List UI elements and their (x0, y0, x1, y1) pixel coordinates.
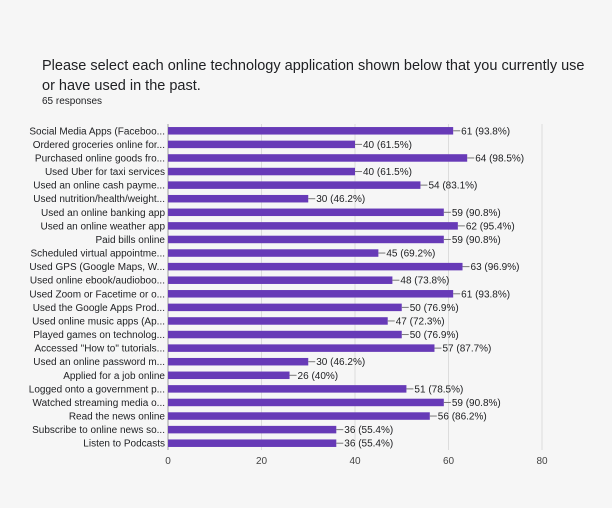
category-label: Watched streaming media o... (33, 398, 165, 409)
category-label: Played games on technolog... (33, 330, 165, 341)
bar (168, 317, 388, 325)
x-tick-label: 20 (256, 456, 268, 467)
category-label: Used Zoom or Facetime or o... (29, 289, 165, 300)
category-label: Used Uber for taxi services (45, 167, 165, 178)
category-label: Logged onto a government p... (29, 384, 165, 395)
data-label: 30 (46.2%) (316, 357, 365, 368)
bar (168, 208, 444, 217)
category-label: Scheduled virtual appointme... (30, 249, 165, 260)
data-label: 50 (76.9%) (410, 330, 459, 341)
data-label: 40 (61.5%) (363, 167, 412, 178)
category-label: Listen to Podcasts (83, 439, 165, 450)
x-tick-label: 60 (443, 456, 455, 467)
bar (168, 262, 463, 271)
bar (168, 371, 290, 380)
x-tick-label: 40 (349, 456, 361, 467)
data-label: 57 (87.7%) (442, 344, 491, 355)
data-label: 59 (90.8%) (452, 398, 501, 409)
category-label: Social Media Apps (Faceboo... (29, 126, 165, 137)
category-label: Read the news online (69, 412, 166, 423)
data-label: 62 (95.4%) (466, 221, 515, 232)
bar (168, 181, 421, 189)
category-label: Used nutrition/health/weight... (33, 194, 165, 205)
bar (168, 154, 468, 162)
bar (168, 127, 454, 135)
category-label: Used an online password m... (33, 357, 165, 368)
data-label: 56 (86.2%) (438, 412, 487, 423)
data-label: 51 (78.5%) (414, 384, 463, 395)
data-label: 59 (90.8%) (452, 235, 501, 246)
data-label: 36 (55.4%) (344, 439, 393, 450)
bar (168, 276, 393, 284)
data-label: 30 (46.2%) (316, 194, 365, 205)
bar (168, 303, 402, 312)
data-label: 64 (98.5%) (475, 153, 524, 164)
bar (168, 385, 407, 393)
bar (168, 357, 309, 366)
category-label: Applied for a job online (63, 371, 165, 382)
category-label: Ordered groceries online for... (33, 140, 165, 151)
category-label: Used an online weather app (40, 221, 165, 232)
data-label: 61 (93.8%) (461, 289, 510, 300)
category-label: Purchased online goods fro... (35, 153, 165, 164)
category-label: Used GPS (Google Maps, W... (29, 262, 165, 273)
data-label: 50 (76.9%) (410, 303, 459, 314)
category-label: Used an online banking app (41, 208, 165, 219)
category-label: Used the Google Apps Prod... (33, 303, 165, 314)
bar (168, 222, 458, 230)
x-tick-label: 80 (536, 456, 548, 467)
data-label: 54 (83.1%) (428, 181, 477, 192)
category-label: Used an online cash payme... (33, 181, 165, 192)
bar (168, 235, 444, 244)
data-label: 45 (69.2%) (386, 249, 435, 260)
data-label: 26 (40%) (298, 371, 339, 382)
data-label: 40 (61.5%) (363, 140, 412, 151)
category-label: Used online ebook/audioboo... (30, 276, 165, 287)
response-count: 65 responses (42, 96, 103, 107)
bar (168, 194, 309, 203)
data-label: 48 (73.8%) (400, 276, 449, 287)
bar (168, 344, 435, 352)
category-label: Paid bills online (96, 235, 166, 246)
bar (168, 398, 444, 407)
bar (168, 167, 355, 176)
x-tick-label: 0 (165, 456, 171, 467)
data-label: 47 (72.3%) (396, 316, 445, 327)
bar (168, 412, 430, 420)
bar (168, 290, 454, 298)
bar (168, 249, 379, 257)
category-label: Subscribe to online news so... (32, 425, 165, 436)
bar (168, 330, 402, 339)
bar (168, 439, 337, 447)
data-label: 63 (96.9%) (471, 262, 520, 273)
data-label: 36 (55.4%) (344, 425, 393, 436)
bar (168, 425, 337, 434)
bar (168, 140, 355, 149)
data-label: 61 (93.8%) (461, 126, 510, 137)
category-label: Used online music apps (Ap... (32, 316, 165, 327)
category-label: Accessed "How to" tutorials... (35, 344, 165, 355)
data-label: 59 (90.8%) (452, 208, 501, 219)
question-title: Please select each online technology app… (42, 58, 585, 94)
